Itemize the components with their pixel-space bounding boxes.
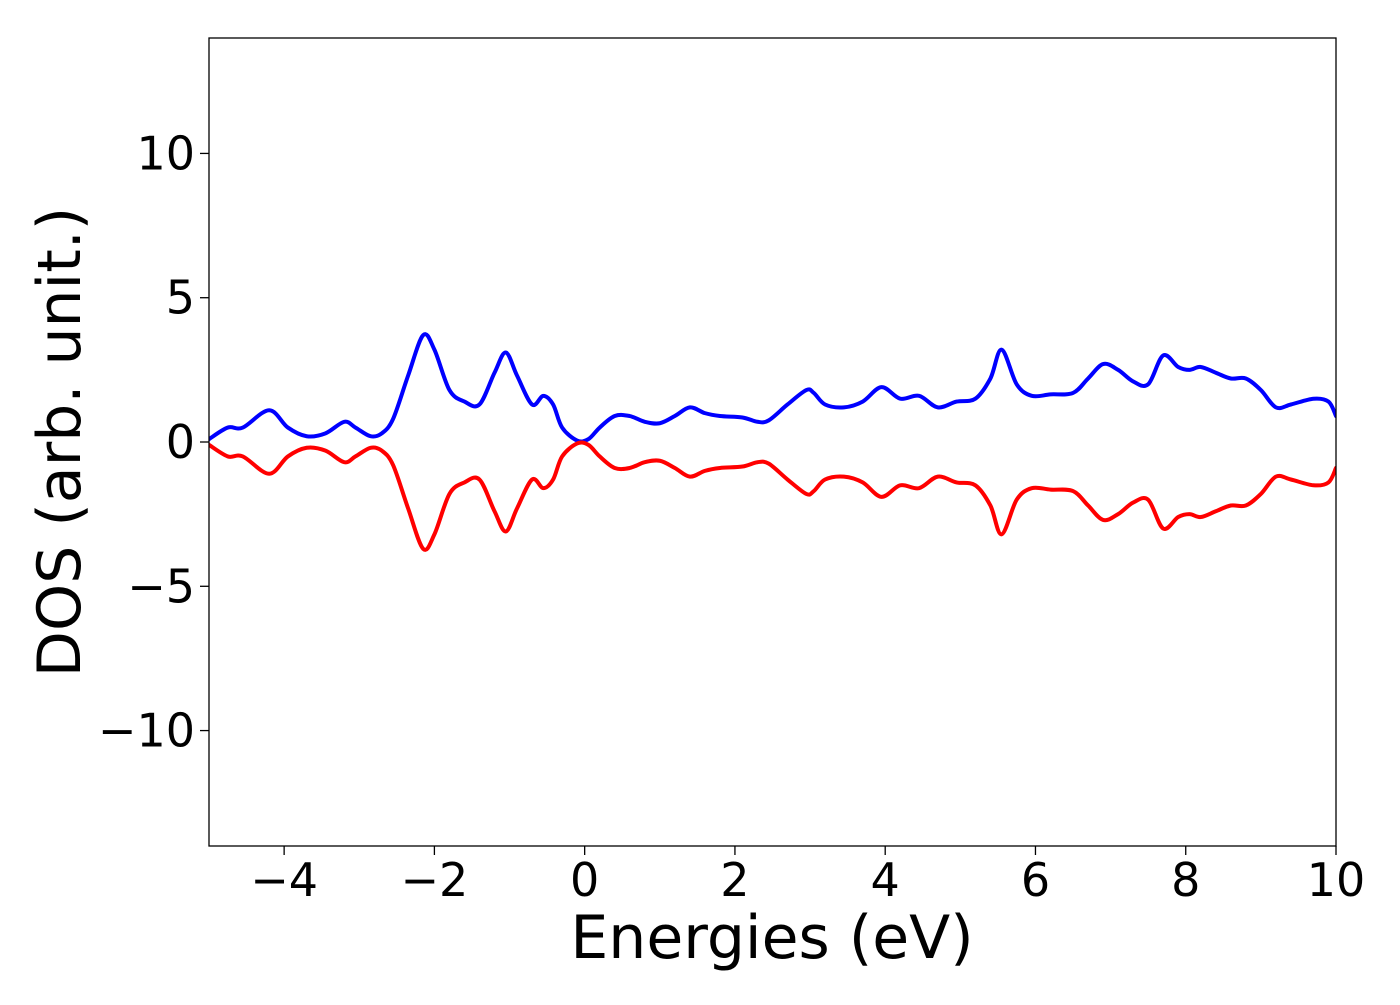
y-tick-label: 0 (166, 415, 195, 469)
y-tick-label: −5 (127, 559, 195, 613)
series-line-2 (209, 440, 1336, 552)
x-tick-label: 8 (1171, 853, 1200, 907)
x-tick-label: −2 (400, 853, 468, 907)
x-tick-label: 6 (1021, 853, 1050, 907)
y-tick-label: 5 (166, 271, 195, 325)
plot-frame (208, 37, 1337, 847)
y-tick-label: 10 (136, 126, 195, 180)
x-axis-label: Energies (eV) (570, 903, 973, 973)
x-tick-label: 10 (1307, 853, 1366, 907)
x-tick-label: 0 (570, 853, 599, 907)
y-axis-label: DOS (arb. unit.) (25, 207, 95, 677)
x-tick-label: −4 (250, 853, 318, 907)
y-tick-label: −10 (98, 704, 195, 758)
plot-area: −4 −2 0 2 4 6 8 10 −10 −5 0 5 10 (98, 37, 1366, 907)
x-tick-label: 4 (871, 853, 900, 907)
x-tick-label: 2 (720, 853, 749, 907)
series-line-1 (209, 332, 1336, 444)
